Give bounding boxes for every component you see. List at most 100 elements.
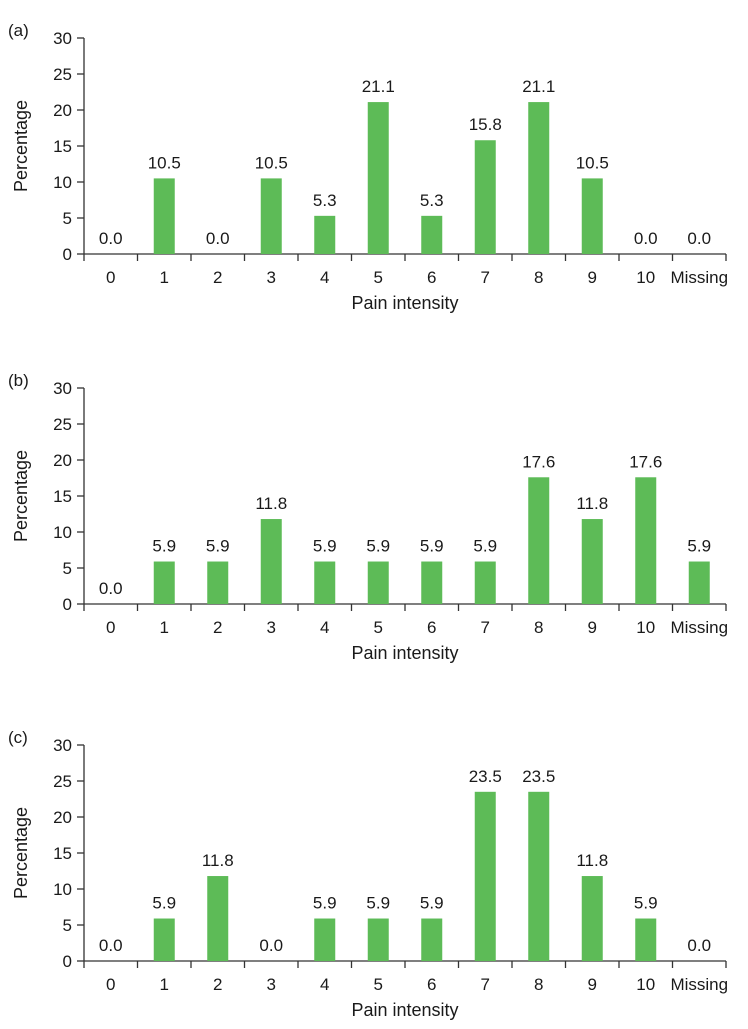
bar: [474, 140, 496, 254]
data-label: 5.9: [206, 537, 230, 556]
data-label: 5.9: [313, 537, 337, 556]
bar: [207, 876, 229, 961]
chart-panel-b: (b) 0 5 10 15 20 25 30 Percentage 0.0 0 5.9 1 5.9 2 11.…: [8, 371, 728, 663]
x-tick-label: 5: [374, 618, 383, 637]
x-tick-label: 9: [588, 975, 597, 994]
x-tick-label: 9: [588, 268, 597, 287]
x-axis-title: Pain intensity: [351, 643, 458, 663]
x-tick-label: 6: [427, 268, 436, 287]
x-tick-label: Missing: [670, 975, 728, 994]
x-tick-label: 7: [481, 975, 490, 994]
data-label: 0.0: [99, 579, 123, 598]
y-tick-label: 5: [63, 559, 72, 578]
panel-label: (a): [8, 21, 29, 40]
bar: [207, 561, 229, 604]
bar: [260, 178, 282, 254]
x-tick-label: 10: [636, 975, 655, 994]
bar: [367, 102, 389, 254]
x-tick-label: 7: [481, 618, 490, 637]
data-label: 0.0: [99, 936, 123, 955]
x-tick-label: 4: [320, 618, 329, 637]
bar: [528, 791, 550, 961]
panel-label: (b): [8, 371, 29, 390]
x-tick-label: 10: [636, 618, 655, 637]
y-tick-label: 0: [63, 952, 72, 971]
y-tick-label: 10: [53, 880, 72, 899]
x-axis-title: Pain intensity: [351, 1000, 458, 1020]
data-label: 5.9: [152, 894, 176, 913]
data-label: 0.0: [687, 936, 711, 955]
data-label: 0.0: [634, 229, 658, 248]
data-label: 5.9: [152, 537, 176, 556]
y-tick-label: 30: [53, 379, 72, 398]
x-tick-label: 5: [374, 268, 383, 287]
y-tick-label: 5: [63, 209, 72, 228]
y-axis-title: Percentage: [11, 807, 31, 899]
bar: [474, 791, 496, 961]
data-label: 5.9: [366, 894, 390, 913]
x-tick-label: 2: [213, 268, 222, 287]
data-label: 11.8: [576, 851, 608, 870]
bar: [260, 519, 282, 604]
y-tick-label: 15: [53, 487, 72, 506]
data-label: 0.0: [206, 229, 230, 248]
data-label: 5.9: [634, 894, 658, 913]
data-label: 10.5: [576, 153, 609, 172]
y-tick-label: 5: [63, 916, 72, 935]
bar: [314, 561, 336, 604]
x-tick-label: 1: [160, 268, 169, 287]
x-tick-label: 0: [106, 268, 115, 287]
x-tick-label: 0: [106, 975, 115, 994]
y-tick-label: 25: [53, 772, 72, 791]
panel-label: (c): [8, 728, 28, 747]
y-axis-title: Percentage: [11, 100, 31, 192]
data-label: 0.0: [99, 229, 123, 248]
x-tick-label: 6: [427, 975, 436, 994]
bar: [528, 102, 550, 254]
x-axis-title: Pain intensity: [351, 293, 458, 313]
data-label: 0.0: [687, 229, 711, 248]
bar: [367, 918, 389, 961]
x-tick-label: 3: [267, 975, 276, 994]
y-tick-label: 10: [53, 523, 72, 542]
y-tick-label: 10: [53, 173, 72, 192]
x-tick-label: 2: [213, 618, 222, 637]
data-label: 21.1: [362, 77, 395, 96]
y-tick-label: 20: [53, 451, 72, 470]
chart-panel-a: (a) 0 5 10 15 20 25 30 Percentage 0.0 0 10.5 1 0.0 2 10…: [8, 21, 728, 313]
x-tick-label: 2: [213, 975, 222, 994]
data-label: 5.9: [420, 537, 444, 556]
x-tick-label: 8: [534, 618, 543, 637]
data-label: 5.3: [420, 191, 444, 210]
x-tick-label: 1: [160, 975, 169, 994]
bar: [153, 918, 175, 961]
x-tick-label: 10: [636, 268, 655, 287]
x-tick-label: 5: [374, 975, 383, 994]
bar: [421, 561, 443, 604]
y-tick-label: 25: [53, 65, 72, 84]
data-label: 15.8: [469, 115, 502, 134]
y-tick-label: 15: [53, 844, 72, 863]
data-label: 5.3: [313, 191, 337, 210]
y-tick-label: 25: [53, 415, 72, 434]
y-tick-label: 15: [53, 137, 72, 156]
y-tick-label: 30: [53, 736, 72, 755]
data-label: 21.1: [522, 77, 555, 96]
y-tick-label: 0: [63, 595, 72, 614]
bar: [367, 561, 389, 604]
x-tick-label: 3: [267, 268, 276, 287]
x-tick-label: Missing: [670, 268, 728, 287]
data-label: 10.5: [255, 153, 288, 172]
chart-panel-c: (c) 0 5 10 15 20 25 30 Percentage 0.0 0 5.9 1 11.8 2 0.…: [8, 728, 728, 1020]
y-tick-label: 20: [53, 808, 72, 827]
x-tick-label: 6: [427, 618, 436, 637]
y-tick-label: 30: [53, 29, 72, 48]
data-label: 10.5: [148, 153, 181, 172]
data-label: 11.8: [576, 494, 608, 513]
y-tick-label: 0: [63, 245, 72, 264]
bar: [581, 178, 603, 254]
x-tick-label: 9: [588, 618, 597, 637]
bar: [688, 561, 710, 604]
bar: [474, 561, 496, 604]
x-tick-label: 1: [160, 618, 169, 637]
